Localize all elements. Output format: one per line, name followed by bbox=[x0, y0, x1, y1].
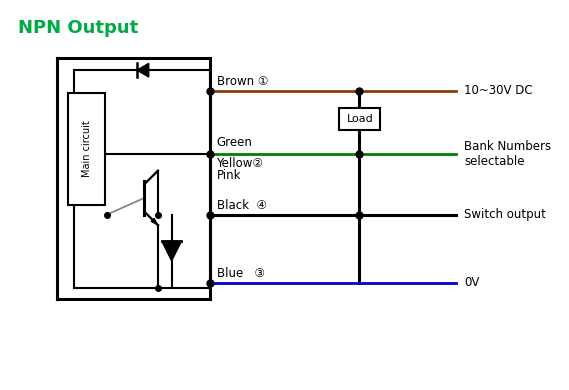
Text: Brown ①: Brown ① bbox=[216, 75, 268, 88]
Text: Blue   ③: Blue ③ bbox=[216, 267, 265, 280]
Text: Yellow②: Yellow② bbox=[216, 157, 263, 170]
Text: Pink: Pink bbox=[216, 168, 241, 182]
Text: 10~30V DC: 10~30V DC bbox=[464, 84, 533, 97]
Polygon shape bbox=[151, 218, 158, 225]
Polygon shape bbox=[137, 63, 149, 77]
Text: Switch output: Switch output bbox=[464, 208, 546, 221]
Text: Green: Green bbox=[216, 136, 253, 149]
Text: Main circuit: Main circuit bbox=[82, 120, 92, 177]
Bar bbox=[68, 92, 105, 205]
Text: Bank Numbers
selectable: Bank Numbers selectable bbox=[464, 140, 551, 168]
Text: Black  ④: Black ④ bbox=[216, 199, 266, 212]
Text: Load: Load bbox=[347, 114, 373, 124]
Text: 0V: 0V bbox=[464, 276, 480, 289]
Bar bbox=[339, 108, 380, 129]
Text: NPN Output: NPN Output bbox=[18, 20, 138, 37]
Polygon shape bbox=[162, 241, 182, 261]
